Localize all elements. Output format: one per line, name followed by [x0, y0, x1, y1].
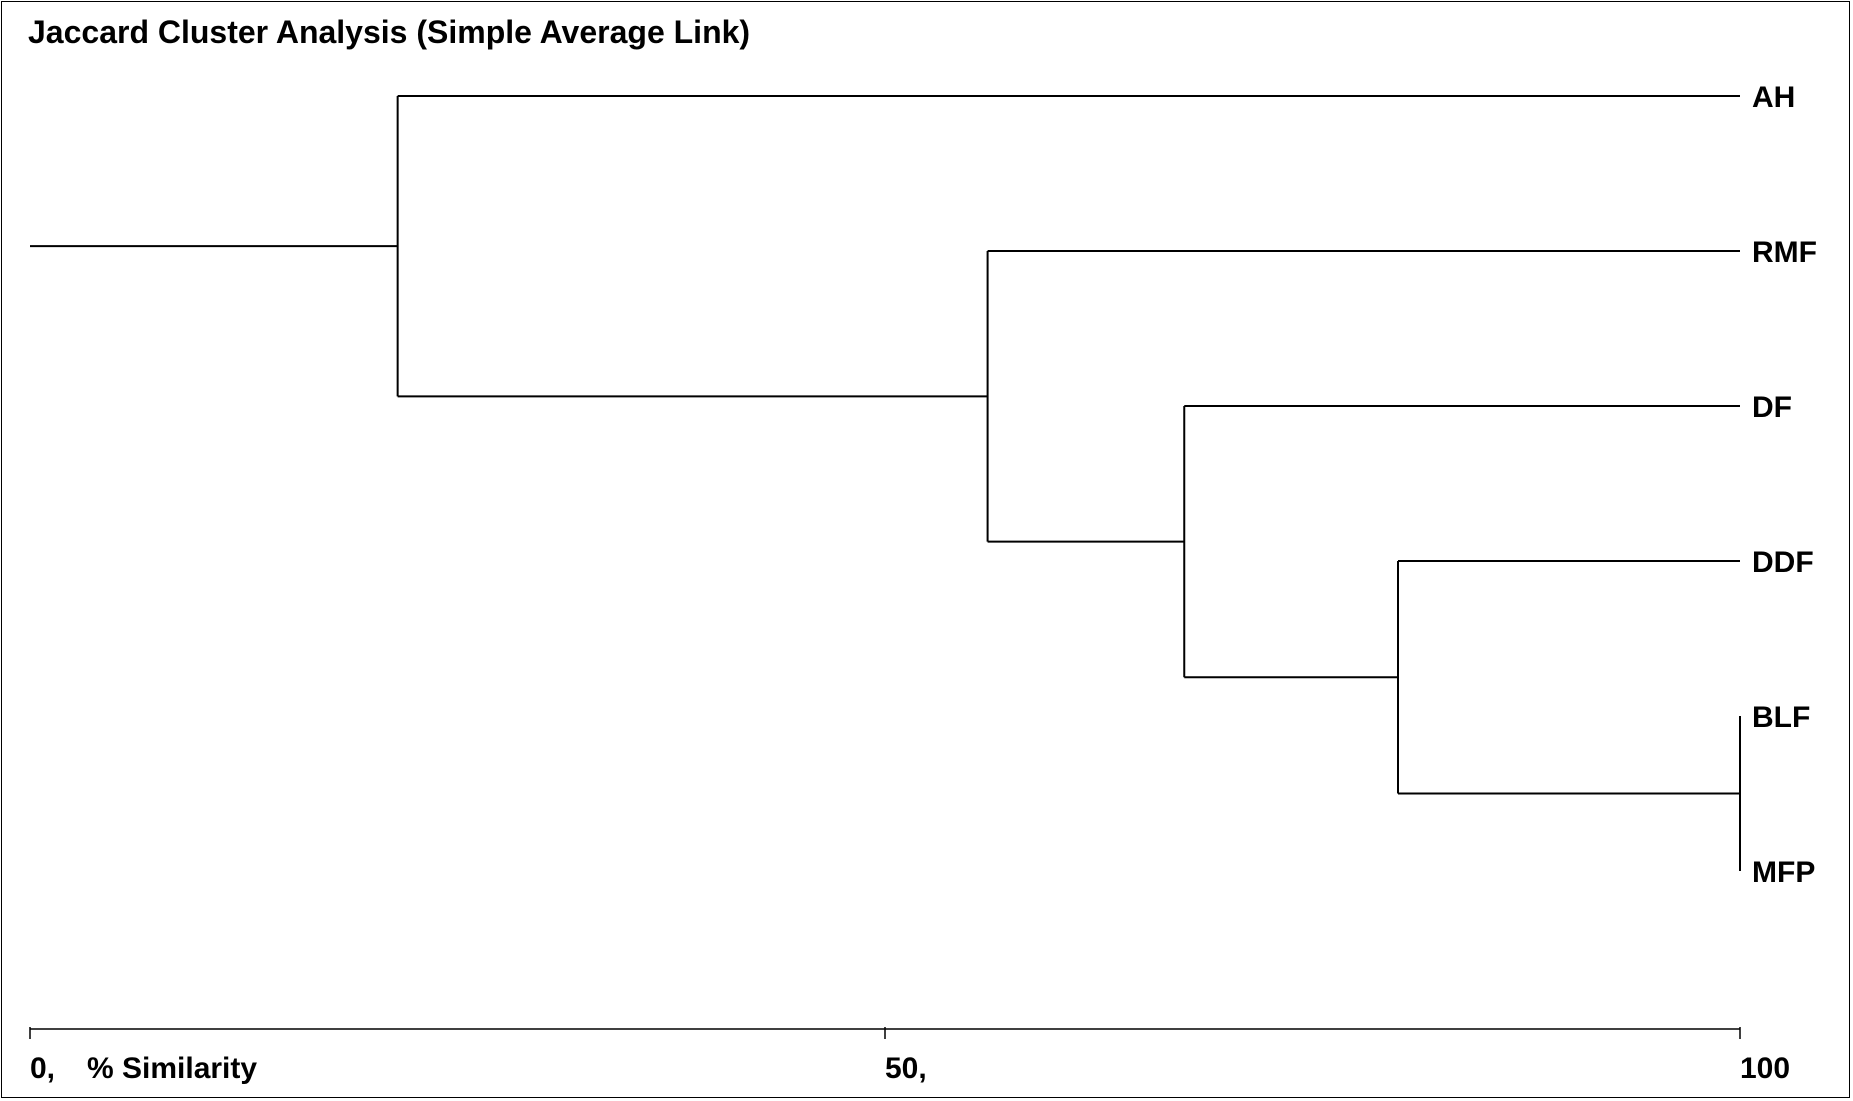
chart-title: Jaccard Cluster Analysis (Simple Average…	[28, 14, 751, 50]
leaf-label-mfp: MFP	[1752, 856, 1815, 889]
axis-tick-label-100: 100	[1740, 1052, 1790, 1085]
axis-unit-label: % Similarity	[87, 1052, 257, 1085]
leaf-label-ddf: DDF	[1752, 546, 1814, 579]
axis-tick-label-50: 50,	[885, 1052, 927, 1085]
leaf-label-df: DF	[1752, 391, 1792, 424]
leaf-label-blf: BLF	[1752, 701, 1810, 734]
leaf-label-rmf: RMF	[1752, 236, 1817, 269]
leaf-label-ah: AH	[1752, 81, 1795, 114]
axis-tick-label-0: 0,	[30, 1052, 55, 1085]
